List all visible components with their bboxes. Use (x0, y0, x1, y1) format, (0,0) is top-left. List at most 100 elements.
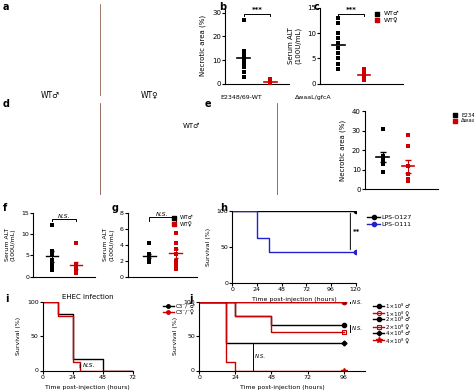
Point (146, 240, 153, 246)
Point (267, 78, 274, 85)
Point (146, 254, 153, 261)
Point (334, 45, 342, 51)
Point (48, 265, 56, 271)
Point (240, 64, 247, 70)
Y-axis label: Survival (%): Survival (%) (206, 228, 211, 266)
Point (379, 161, 386, 167)
Point (240, 59, 247, 66)
Text: **: ** (352, 229, 360, 234)
Y-axis label: Survival (%): Survival (%) (16, 317, 21, 355)
Point (240, 62, 247, 68)
Y-axis label: Survival (%): Survival (%) (173, 317, 178, 355)
Point (334, 55, 342, 62)
Y-axis label: Necrotic area (%): Necrotic area (%) (200, 15, 207, 76)
Text: N.S.: N.S. (351, 326, 363, 331)
Point (240, 74, 247, 80)
Point (267, 80, 274, 86)
Text: b: b (219, 2, 226, 12)
Point (240, 48, 247, 54)
Point (240, 55, 247, 61)
Legend: LPS-O127, LPS-O111: LPS-O127, LPS-O111 (365, 212, 414, 229)
Point (334, 45, 342, 51)
Point (240, 52, 247, 58)
Point (334, 66, 342, 72)
Point (267, 80, 274, 86)
Point (172, 230, 179, 236)
Point (267, 78, 274, 85)
Point (379, 157, 386, 163)
Point (72, 265, 80, 271)
Legend: C3⁻/⁻♂, C3⁻/⁻♀: C3⁻/⁻♂, C3⁻/⁻♀ (161, 301, 198, 317)
Point (334, 15, 342, 21)
Point (379, 126, 386, 132)
Point (404, 178, 412, 184)
Point (240, 52, 247, 58)
Point (334, 50, 342, 57)
Point (172, 266, 179, 272)
Point (334, 40, 342, 46)
Text: ***: *** (346, 7, 356, 13)
Point (360, 71, 368, 77)
Text: N.S.: N.S. (351, 300, 363, 305)
Point (48, 261, 56, 267)
Point (334, 20, 342, 26)
Point (379, 153, 386, 159)
Text: WT♀: WT♀ (140, 91, 158, 100)
Text: ***: *** (252, 7, 263, 13)
Point (72, 268, 80, 274)
Point (172, 246, 179, 252)
Point (146, 251, 153, 257)
Point (360, 76, 368, 82)
Legend: WT♂, WT♀: WT♂, WT♀ (370, 11, 400, 23)
Point (172, 240, 179, 246)
Point (379, 168, 386, 175)
Y-axis label: Serum ALT
(100U/mL): Serum ALT (100U/mL) (288, 27, 301, 64)
Point (360, 76, 368, 82)
Point (48, 252, 56, 259)
Point (334, 35, 342, 41)
Point (146, 259, 153, 266)
Legend: 1×10⁸ ♂, 1×10⁸ ♀, 2×10⁸ ♂, 2×10⁸ ♀, 4×10⁸ ♂, 4×10⁸ ♀: 1×10⁸ ♂, 1×10⁸ ♀, 2×10⁸ ♂, 2×10⁸ ♀, 4×10… (371, 301, 412, 345)
Point (72, 269, 80, 276)
Legend: E2348/69-WT, ΔwaaL/gfcA: E2348/69-WT, ΔwaaL/gfcA (449, 112, 474, 124)
Text: N.S.: N.S. (255, 355, 266, 359)
Point (360, 77, 368, 83)
Text: WT♂: WT♂ (40, 91, 59, 100)
Text: d: d (2, 99, 9, 110)
Point (334, 30, 342, 36)
Point (334, 60, 342, 67)
Point (72, 263, 80, 269)
Text: i: i (5, 294, 8, 305)
Point (240, 57, 247, 63)
Point (146, 256, 153, 262)
Point (240, 50, 247, 56)
X-axis label: Time post-injection (hours): Time post-injection (hours) (46, 385, 130, 390)
Point (360, 68, 368, 74)
Point (404, 176, 412, 183)
Point (172, 258, 179, 264)
Title: EHEC infection: EHEC infection (62, 294, 113, 300)
Point (360, 73, 368, 79)
X-axis label: Time post-injection (hours): Time post-injection (hours) (252, 298, 336, 303)
Point (240, 16, 247, 23)
Point (48, 257, 56, 263)
Text: E2348/69-WT: E2348/69-WT (221, 95, 263, 100)
Point (72, 261, 80, 267)
Point (404, 178, 412, 184)
Point (404, 131, 412, 138)
Point (172, 251, 179, 257)
Text: j: j (190, 294, 193, 305)
Point (172, 262, 179, 268)
Point (240, 69, 247, 75)
Point (240, 50, 247, 56)
Y-axis label: Necrotic area (%): Necrotic area (%) (340, 120, 346, 181)
Point (72, 239, 80, 246)
Point (379, 159, 386, 165)
Text: N.S.: N.S. (156, 212, 169, 217)
Point (360, 71, 368, 77)
Point (48, 248, 56, 254)
Text: g: g (111, 203, 118, 213)
Text: N.S.: N.S. (82, 363, 95, 368)
Text: a: a (2, 2, 9, 12)
Text: c: c (314, 2, 319, 12)
